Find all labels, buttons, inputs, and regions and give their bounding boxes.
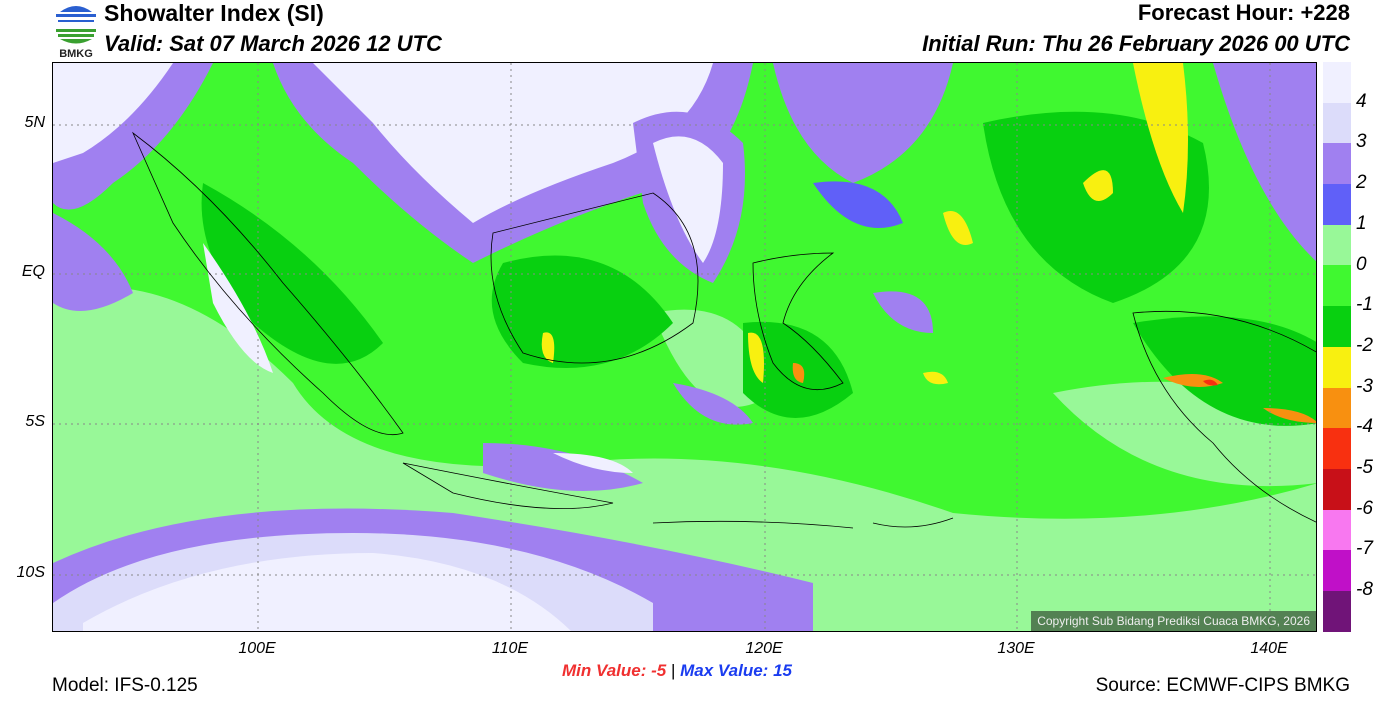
lat-label: 10S	[16, 564, 45, 581]
svg-text:BMKG: BMKG	[59, 48, 93, 58]
map-title: Showalter Index (SI)	[104, 0, 324, 26]
colorbar-label: 2	[1356, 172, 1367, 194]
initial-run: Initial Run: Thu 26 February 2026 00 UTC	[922, 31, 1350, 56]
valid-time: Valid: Sat 07 March 2026 12 UTC	[104, 31, 442, 56]
colorbar-swatch	[1323, 468, 1351, 510]
colorbar-swatch	[1323, 184, 1351, 225]
colorbar-swatch	[1323, 224, 1351, 266]
colorbar-label: 3	[1356, 131, 1367, 153]
lat-label: 5N	[24, 114, 45, 131]
source-info: Source: ECMWF-CIPS BMKG	[1095, 675, 1350, 696]
forecast-hour: Forecast Hour: +228	[1137, 0, 1350, 25]
colorbar-label: -3	[1356, 375, 1373, 397]
colorbar-swatch	[1323, 306, 1351, 347]
colorbar-label: -1	[1356, 294, 1373, 316]
max-label: Max Value:	[680, 661, 769, 680]
bmkg-logo: BMKG	[52, 2, 100, 60]
colorbar-label: -4	[1356, 416, 1373, 438]
colorbar-label: 4	[1356, 90, 1367, 112]
lon-label: 110E	[491, 640, 529, 657]
colorbar-swatch	[1323, 590, 1351, 632]
colorbar-label: -7	[1356, 538, 1373, 560]
min-value: -5	[651, 661, 667, 680]
copyright: Copyright Sub Bidang Prediksi Cuaca BMKG…	[1031, 611, 1316, 631]
lon-label: 120E	[745, 640, 783, 657]
colorbar	[1323, 62, 1351, 632]
min-max-values: Min Value: -5 | Max Value: 15	[562, 661, 792, 681]
showalter-index-map	[52, 62, 1317, 632]
colorbar-swatch	[1323, 102, 1351, 144]
colorbar-swatch	[1323, 62, 1351, 103]
colorbar-swatch	[1323, 265, 1351, 307]
colorbar-label: 1	[1356, 212, 1367, 234]
colorbar-swatch	[1323, 387, 1351, 429]
lat-label: 5S	[25, 413, 45, 430]
colorbar-label: -8	[1356, 579, 1373, 601]
model-info: Model: IFS-0.125	[52, 675, 198, 696]
colorbar-swatch	[1323, 143, 1351, 185]
colorbar-swatch	[1323, 428, 1351, 469]
lat-label: EQ	[21, 263, 45, 280]
colorbar-label: -2	[1356, 334, 1373, 356]
colorbar-swatch	[1323, 550, 1351, 591]
max-value: 15	[773, 661, 792, 680]
colorbar-swatch	[1323, 509, 1351, 551]
min-label: Min Value:	[562, 661, 647, 680]
colorbar-label: -6	[1356, 497, 1373, 519]
separator: |	[670, 661, 676, 680]
lon-label: 140E	[1250, 640, 1288, 657]
colorbar-swatch	[1323, 346, 1351, 388]
lon-label: 100E	[238, 640, 276, 657]
lon-label: 130E	[997, 640, 1035, 657]
colorbar-label: 0	[1356, 253, 1367, 275]
colorbar-label: -5	[1356, 457, 1373, 478]
